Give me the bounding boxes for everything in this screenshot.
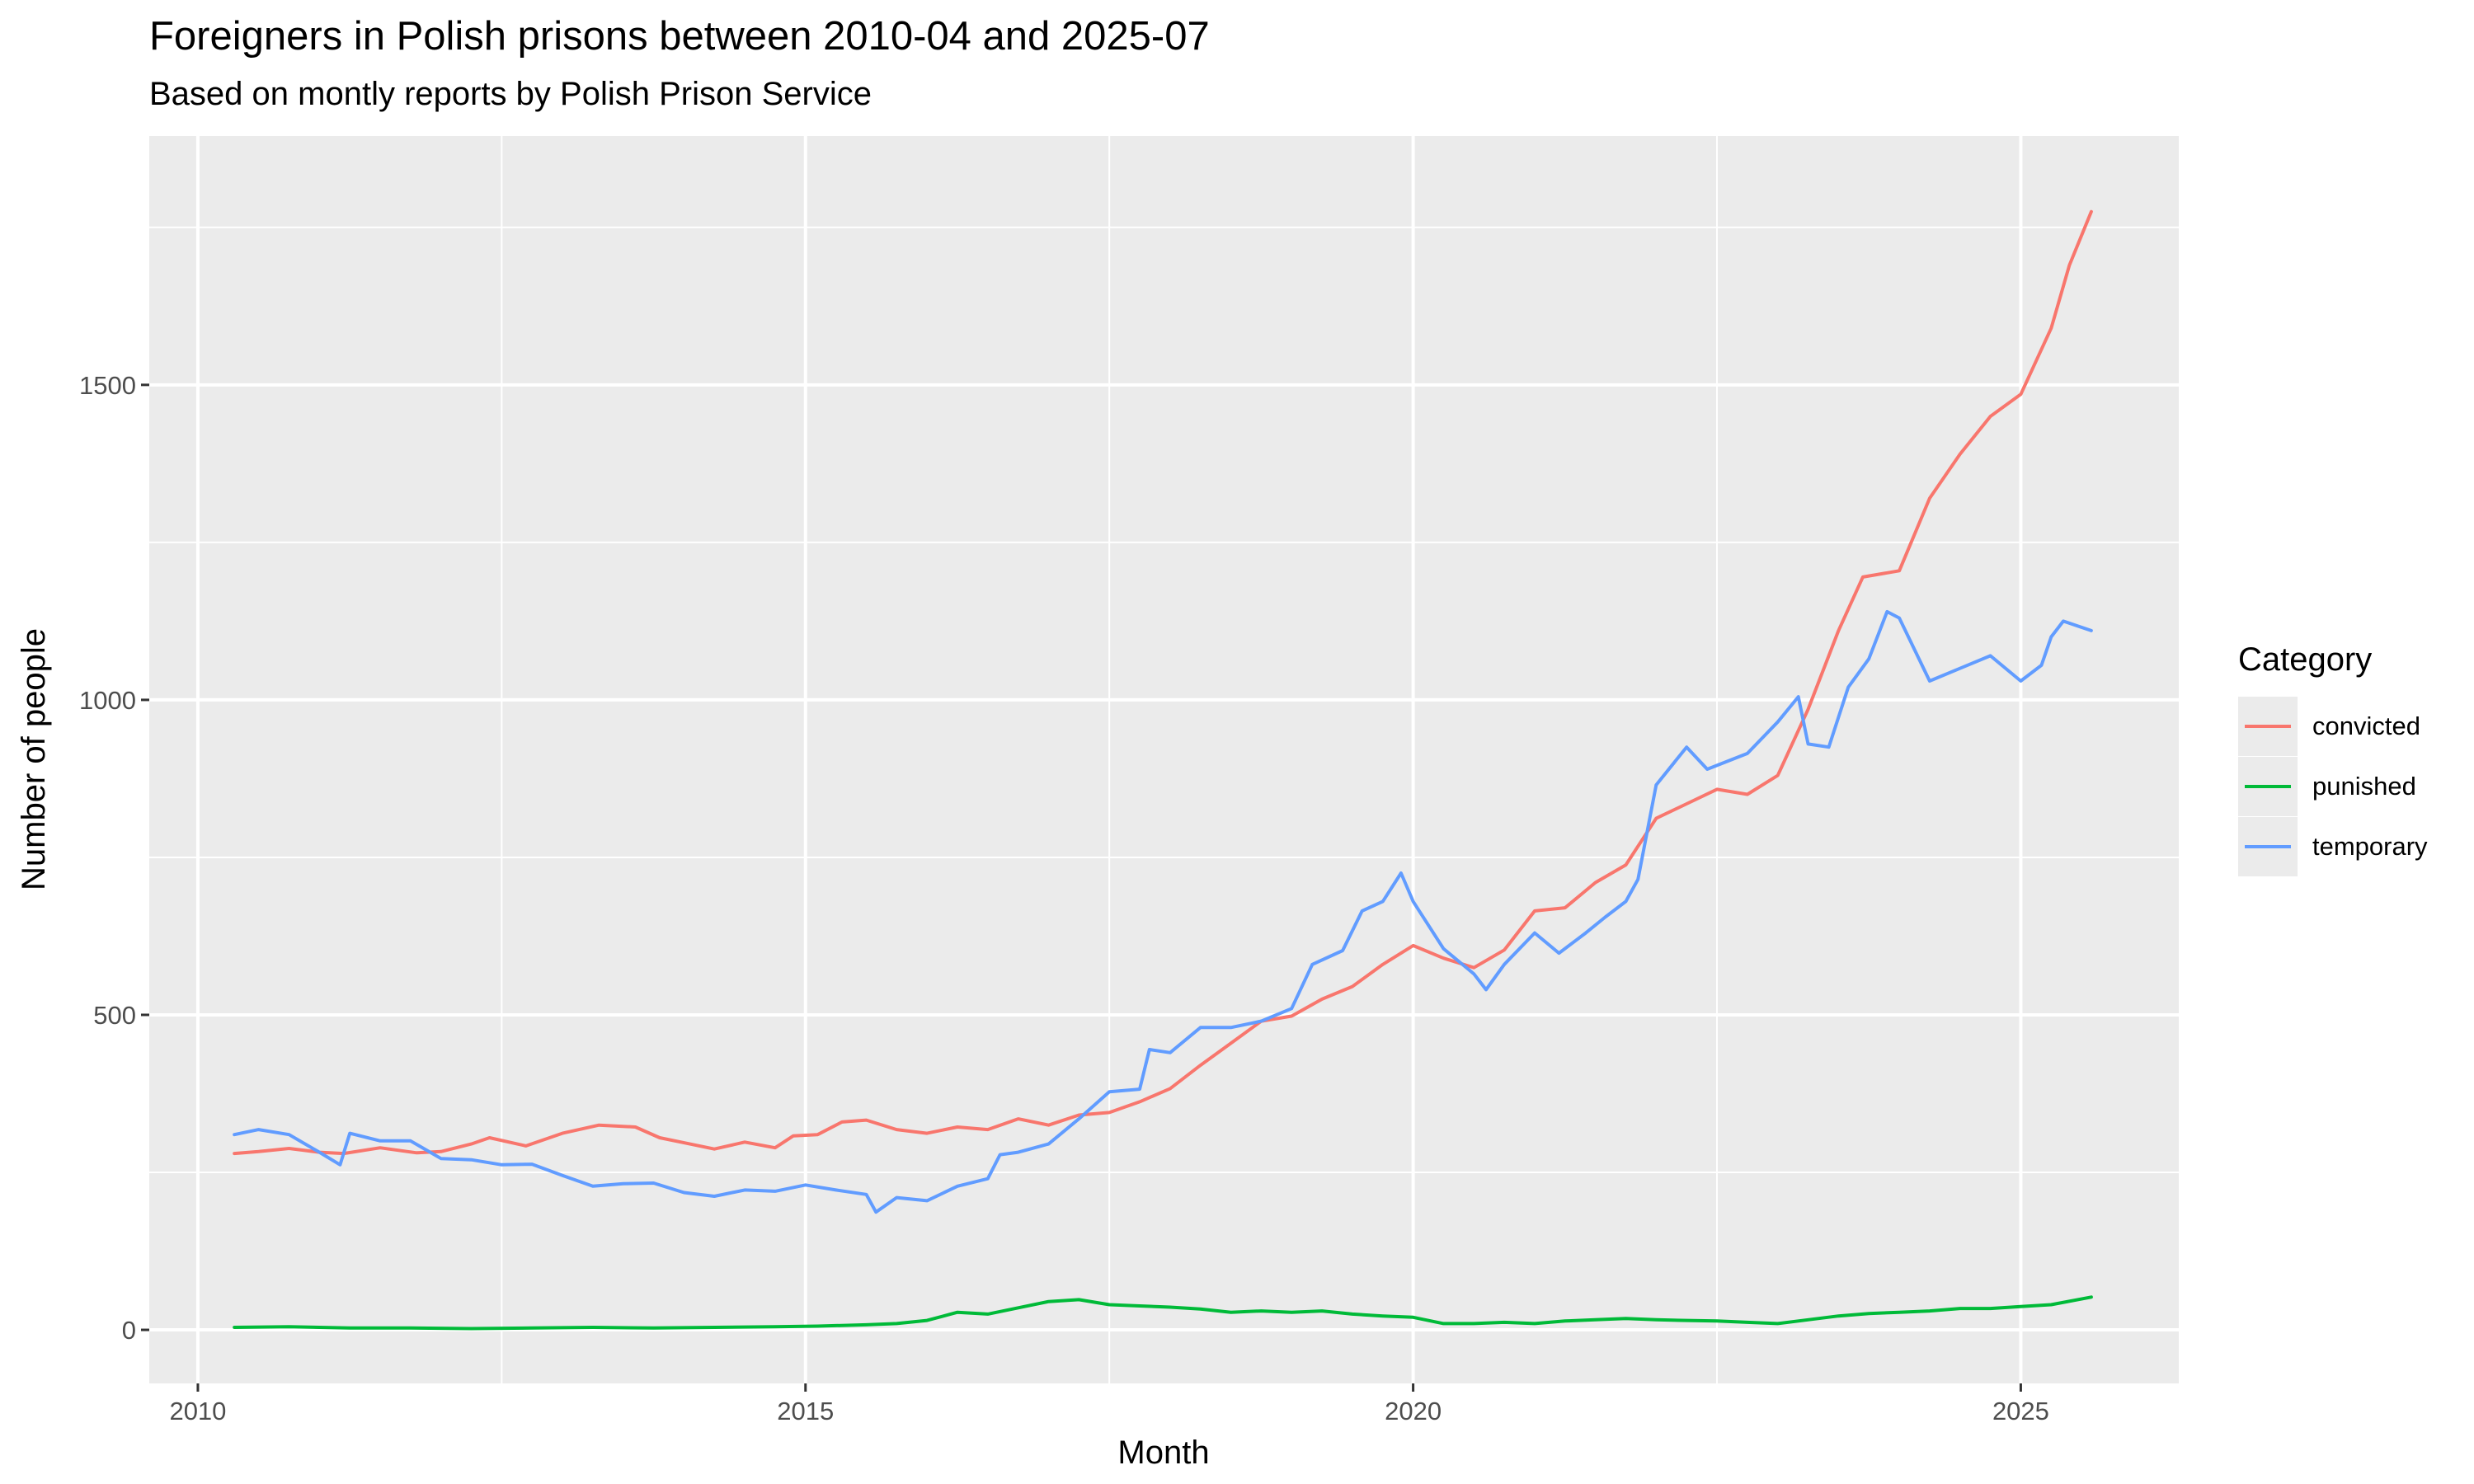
plot-panel bbox=[149, 136, 2179, 1383]
y-tick-label: 500 bbox=[93, 1001, 136, 1030]
legend-key-convicted bbox=[2238, 697, 2298, 756]
x-axis: 2010 2015 2020 2025 bbox=[169, 1383, 2049, 1425]
y-tick-label: 1000 bbox=[79, 686, 136, 715]
y-tick-label: 1500 bbox=[79, 371, 136, 400]
legend-key-punished bbox=[2238, 757, 2298, 816]
series-line-convicted bbox=[233, 209, 2093, 1156]
x-tick-label: 2010 bbox=[169, 1397, 226, 1425]
legend-label-convicted: convicted bbox=[2312, 711, 2420, 740]
legend-swatch-temporary bbox=[2245, 845, 2291, 848]
legend-key-temporary bbox=[2238, 817, 2298, 876]
legend-title: Category bbox=[2238, 641, 2373, 678]
legend-label-temporary: temporary bbox=[2312, 832, 2428, 861]
series-line-punished bbox=[233, 1295, 2093, 1331]
x-tick-label: 2015 bbox=[777, 1397, 834, 1425]
x-axis-title: Month bbox=[1117, 1435, 1209, 1471]
y-axis-title: Number of people bbox=[16, 628, 52, 890]
minor-gridlines bbox=[149, 136, 2179, 1383]
x-tick-label: 2025 bbox=[1992, 1397, 2049, 1425]
legend-label-punished: punished bbox=[2312, 772, 2416, 801]
series-line-temporary bbox=[233, 609, 2093, 1214]
chart-title: Foreigners in Polish prisons between 201… bbox=[149, 14, 1210, 59]
legend-swatch-punished bbox=[2245, 785, 2291, 788]
legend-swatch-convicted bbox=[2245, 725, 2291, 728]
chart-subtitle: Based on montly reports by Polish Prison… bbox=[149, 76, 872, 112]
y-tick-label: 0 bbox=[122, 1316, 136, 1345]
series-lines bbox=[233, 209, 2093, 1331]
y-axis: 0 500 1000 1500 bbox=[79, 371, 149, 1345]
x-tick-label: 2020 bbox=[1385, 1397, 1442, 1425]
major-gridlines bbox=[149, 136, 2179, 1383]
